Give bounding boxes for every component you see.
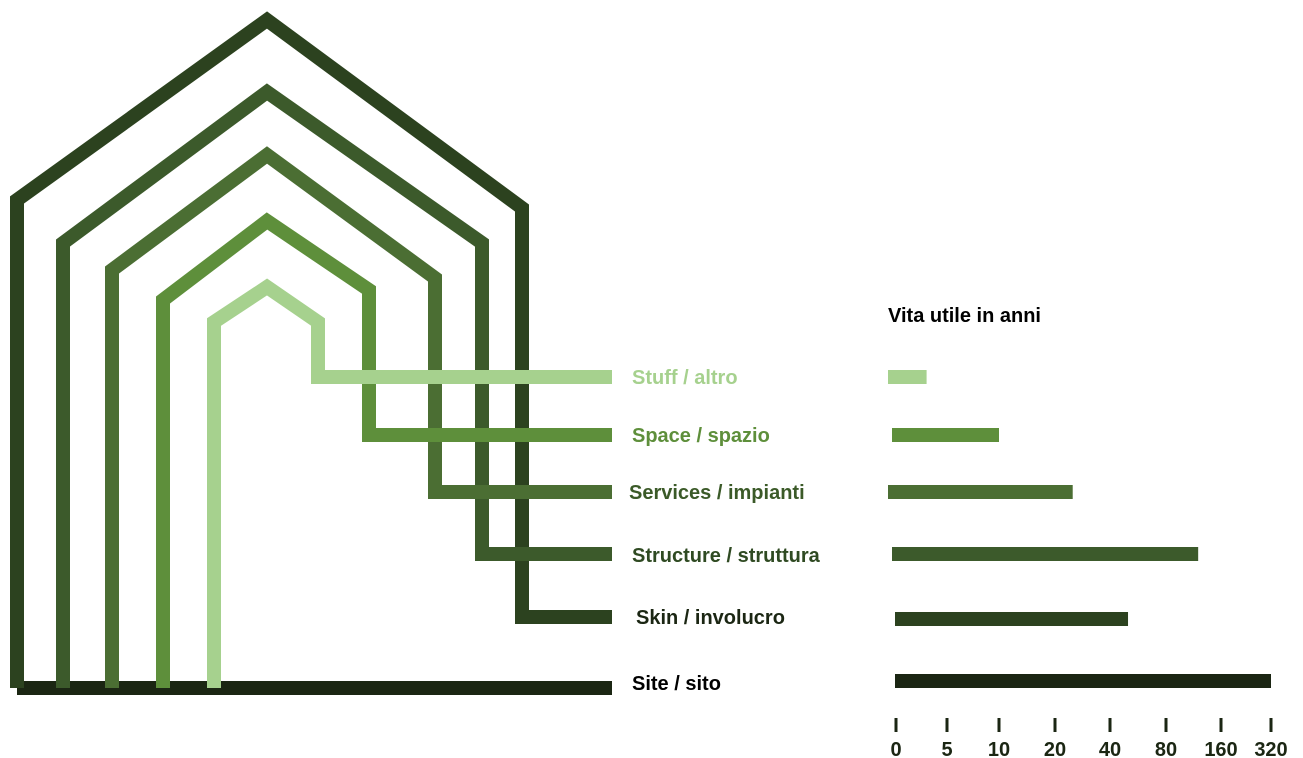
layer-label-skin: Skin / involucro bbox=[636, 607, 785, 629]
axis-tick-label: 320 bbox=[1254, 739, 1287, 758]
bar-skin bbox=[895, 612, 1129, 626]
bar-stuff bbox=[888, 370, 927, 384]
axis-tick-label: 40 bbox=[1099, 739, 1121, 758]
axis-tick-label: 20 bbox=[1044, 739, 1066, 758]
house-layer-space bbox=[156, 212, 612, 688]
layer-label-site: Site / sito bbox=[632, 673, 721, 695]
house-layer-stuff bbox=[207, 278, 612, 688]
layer-label-structure: Structure / struttura bbox=[632, 545, 821, 567]
layer-label-space: Space / spazio bbox=[632, 425, 770, 447]
house-layer-services bbox=[105, 146, 612, 688]
axis-tick-label: 0 bbox=[890, 739, 901, 758]
axis-tick-label: 160 bbox=[1204, 739, 1237, 758]
layer-label-stuff: Stuff / altro bbox=[632, 367, 738, 389]
bar-space bbox=[892, 428, 999, 442]
house-outline-layers bbox=[10, 11, 612, 695]
legend-title: Vita utile in anni bbox=[888, 305, 1041, 327]
bar-site bbox=[895, 674, 1271, 688]
lifespan-bars bbox=[888, 370, 1271, 688]
house-layer-structure bbox=[56, 83, 612, 688]
lifespan-axis: 0 5 10 20 40 80 160 320 bbox=[890, 718, 1288, 758]
bar-services bbox=[888, 485, 1073, 499]
axis-tick-label: 10 bbox=[988, 739, 1010, 758]
axis-tick-label: 80 bbox=[1155, 739, 1177, 758]
bar-structure bbox=[892, 547, 1199, 561]
axis-tick-label: 5 bbox=[941, 739, 952, 758]
layer-label-services: Services / impianti bbox=[629, 482, 805, 504]
layer-labels: Stuff / altro Space / spazio Services / im… bbox=[629, 367, 821, 695]
house-layer-skin bbox=[10, 11, 612, 688]
